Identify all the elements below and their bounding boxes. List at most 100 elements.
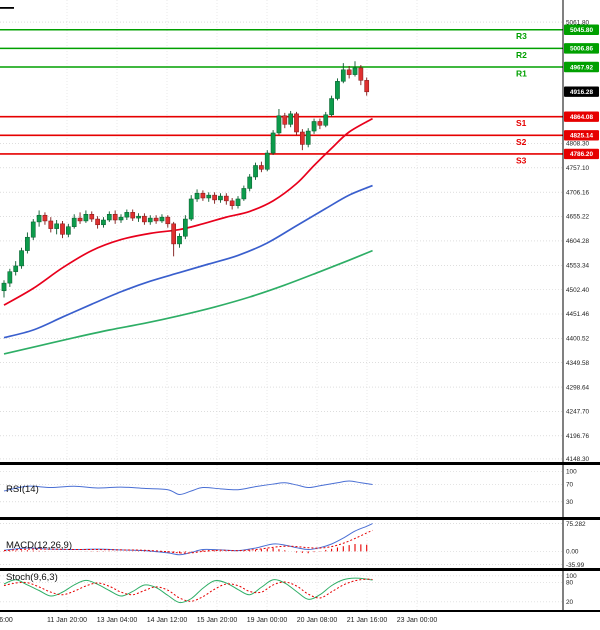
price-badge: 4825.14: [564, 130, 599, 141]
macd-histogram: [3, 544, 368, 554]
time-axis-label: 15 Jan 20:00: [197, 617, 238, 624]
price-axis-label: 4655.22: [566, 214, 590, 221]
candle: [171, 223, 177, 245]
price-axis-label: 4451.46: [566, 311, 590, 318]
candlestick-series: [1, 61, 370, 298]
svg-text:5006.86: 5006.86: [570, 46, 594, 53]
price-axis-label: 4808.30: [566, 141, 590, 148]
svg-text:4864.08: 4864.08: [570, 114, 594, 121]
time-axis-label: 23 Jan 00:00: [397, 617, 438, 624]
candle: [106, 214, 112, 221]
time-axis-label: 19 Jan 00:00: [247, 617, 288, 624]
candle: [71, 217, 77, 227]
stoch-axis-label: 20: [566, 599, 574, 606]
candle: [112, 214, 118, 221]
candle: [340, 69, 346, 82]
price-axis-bg: [563, 0, 600, 612]
price-axis-label: 4604.28: [566, 238, 590, 245]
candle: [206, 194, 212, 199]
candle: [54, 223, 59, 229]
macd-axis-label: 0.00: [566, 549, 579, 556]
candle: [13, 265, 19, 272]
candle: [317, 121, 323, 126]
candle: [305, 130, 311, 145]
candle: [288, 113, 293, 125]
price-axis-label: 4553.34: [566, 262, 590, 269]
candle: [36, 214, 42, 223]
svg-text:5045.80: 5045.80: [570, 27, 594, 34]
candle: [276, 115, 282, 134]
ma-medium-line: [3, 184, 373, 339]
candle: [259, 165, 264, 170]
stoch-axis-label: 100: [566, 573, 577, 580]
candle: [147, 217, 153, 223]
candle: [188, 198, 194, 220]
candle: [101, 219, 106, 226]
time-axis-label: 20 Jan 08:00: [297, 617, 338, 624]
macd-signal-line: [3, 529, 373, 554]
macd-axis-label: -35.99: [566, 562, 585, 569]
candle: [294, 113, 299, 133]
candle: [264, 152, 270, 170]
price-axis-label: 5061.80: [566, 19, 590, 26]
svg-text:4825.14: 4825.14: [570, 133, 594, 140]
candle: [1, 282, 7, 292]
svg-text:4916.28: 4916.28: [570, 89, 594, 96]
panel-separator: [0, 568, 600, 571]
ma-slow-line: [3, 249, 373, 355]
candle: [235, 198, 241, 206]
price-axis-label: 4247.70: [566, 409, 590, 416]
rsi-axis-label: 100: [566, 469, 577, 476]
candle: [60, 223, 65, 235]
time-axis-label: 11 Jan 20:00: [47, 617, 87, 624]
macd-axis-label: 75.282: [566, 521, 586, 528]
price-axis-label: 4196.76: [566, 433, 590, 440]
stoch-axis-label: 80: [566, 580, 574, 587]
candle: [136, 215, 141, 219]
price-badge: 4916.28: [564, 86, 599, 97]
price-axis-label: 4148.30: [566, 456, 590, 463]
annotation-mark: [0, 7, 14, 9]
level-label-r2: R2: [516, 50, 527, 60]
candle: [118, 216, 124, 221]
time-axis-label: 14 Jan 12:00: [147, 617, 188, 624]
candle: [253, 165, 258, 178]
candle: [346, 69, 352, 75]
price-axis-label: 4349.58: [566, 360, 590, 367]
price-axis-label: 4298.64: [566, 384, 590, 391]
candle: [223, 195, 229, 202]
candle: [7, 271, 13, 284]
candle: [329, 98, 334, 116]
candle: [335, 81, 340, 99]
candle: [183, 218, 188, 237]
candle: [153, 217, 159, 222]
rsi-rsi-line: [3, 480, 373, 495]
candle: [25, 236, 30, 251]
price-axis-label: 4706.16: [566, 189, 590, 196]
candle: [30, 221, 36, 238]
candle: [323, 114, 329, 126]
candle: [358, 67, 364, 81]
candle: [282, 115, 288, 125]
candle: [42, 214, 48, 222]
candle: [300, 131, 305, 145]
candle: [124, 212, 130, 218]
time-axis-label: 13 Jan 04:00: [97, 617, 138, 624]
candle: [89, 214, 95, 220]
stoch-k-line: [3, 577, 373, 604]
candle: [212, 194, 217, 201]
price-badge: 5045.80: [564, 24, 599, 35]
price-axis-label: 4502.40: [566, 287, 590, 294]
candle: [177, 236, 182, 245]
level-label-r1: R1: [516, 68, 527, 78]
candle: [311, 121, 317, 132]
price-badge: 4967.92: [564, 61, 599, 73]
rsi-axis-label: 70: [566, 482, 574, 489]
level-label-s2: S2: [516, 137, 527, 147]
panel-separator: [0, 517, 600, 520]
ma-fast-line: [3, 117, 373, 306]
candle: [218, 195, 223, 201]
panel-separator: [0, 610, 600, 612]
